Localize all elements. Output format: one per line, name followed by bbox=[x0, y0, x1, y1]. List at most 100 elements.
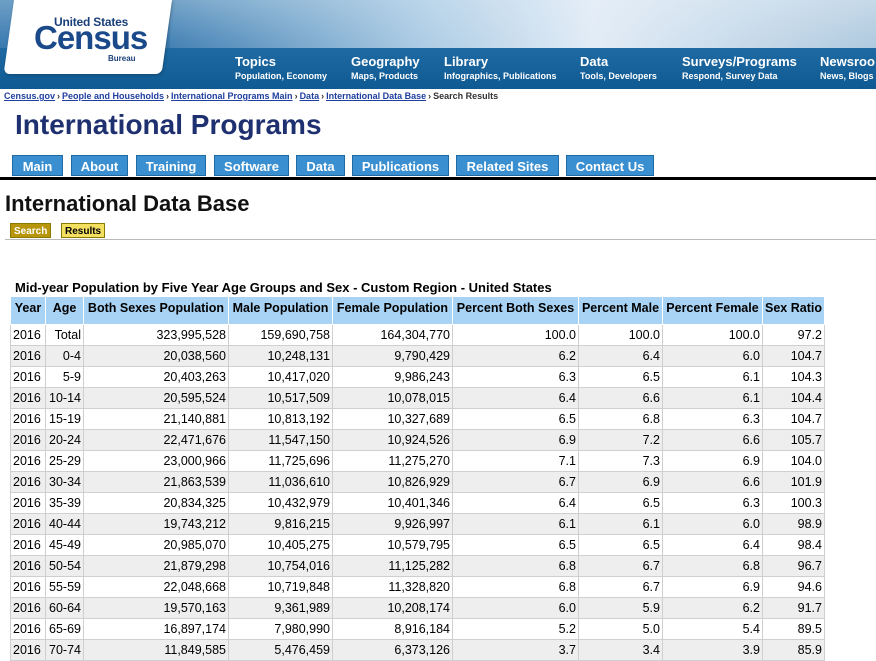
breadcrumb-census-link[interactable]: Census.gov bbox=[4, 91, 56, 101]
both-sexes-cell: 20,403,263 bbox=[83, 366, 229, 388]
male-cell: 10,417,020 bbox=[228, 366, 333, 388]
male-cell: 11,725,696 bbox=[228, 450, 333, 472]
column-header[interactable]: Year bbox=[10, 296, 46, 325]
table-row: 2016 35-39 20,834,325 10,432,979 10,401,346 6… bbox=[10, 492, 825, 514]
both-sexes-cell: 11,849,585 bbox=[83, 639, 229, 661]
tab-about[interactable]: About bbox=[71, 155, 128, 176]
tab-data[interactable]: Data bbox=[296, 155, 345, 176]
topnav-sub: Tools, Developers bbox=[580, 71, 657, 81]
table-row: 2016 50-54 21,879,298 10,754,016 11,125,282 6… bbox=[10, 555, 825, 577]
topnav-title: Newsroo bbox=[820, 54, 875, 69]
census-logo[interactable]: United States Census Bureau bbox=[30, 8, 160, 64]
topnav-title: Topics bbox=[235, 54, 276, 69]
age-cell: 60-64 bbox=[45, 597, 84, 619]
pct-male-cell: 6.7 bbox=[578, 576, 663, 598]
column-header[interactable]: Percent Both Sexes bbox=[452, 296, 579, 325]
both-sexes-cell: 20,834,325 bbox=[83, 492, 229, 514]
female-cell: 8,916,184 bbox=[332, 618, 453, 640]
sex-ratio-cell: 89.5 bbox=[762, 618, 825, 640]
topnav-sub: News, Blogs bbox=[820, 71, 874, 81]
age-cell: 70-74 bbox=[45, 639, 84, 661]
pct-female-cell: 6.3 bbox=[662, 492, 763, 514]
pct-female-cell: 6.0 bbox=[662, 513, 763, 535]
results-tab[interactable]: Results bbox=[61, 223, 105, 238]
age-cell: 10-14 bbox=[45, 387, 84, 409]
table-row: 2016 40-44 19,743,212 9,816,215 9,926,997 6.1… bbox=[10, 513, 825, 535]
column-header[interactable]: Percent Female bbox=[662, 296, 763, 325]
pct-female-cell: 6.2 bbox=[662, 597, 763, 619]
male-cell: 5,476,459 bbox=[228, 639, 333, 661]
topnav-geography[interactable]: Geography Maps, Products bbox=[351, 54, 420, 83]
age-cell: 35-39 bbox=[45, 492, 84, 514]
site-title: International Programs bbox=[15, 109, 322, 140]
pct-female-cell: 6.4 bbox=[662, 534, 763, 556]
age-cell: 40-44 bbox=[45, 513, 84, 535]
pct-female-cell: 6.6 bbox=[662, 429, 763, 451]
sex-ratio-cell: 105.7 bbox=[762, 429, 825, 451]
tab-publications[interactable]: Publications bbox=[352, 155, 449, 176]
table-row: 2016 45-49 20,985,070 10,405,275 10,579,795 6… bbox=[10, 534, 825, 556]
pct-female-cell: 6.9 bbox=[662, 450, 763, 472]
tab-training[interactable]: Training bbox=[136, 155, 206, 176]
column-header[interactable]: Female Population bbox=[332, 296, 453, 325]
column-header[interactable]: Both Sexes Population bbox=[83, 296, 229, 325]
breadcrumb-idb-link[interactable]: International Data Base bbox=[326, 91, 427, 101]
male-cell: 10,405,275 bbox=[228, 534, 333, 556]
topnav-surveys[interactable]: Surveys/Programs Respond, Survey Data bbox=[682, 54, 797, 83]
topnav-newsroom[interactable]: Newsroo News, Blogs bbox=[820, 54, 875, 83]
sex-ratio-cell: 85.9 bbox=[762, 639, 825, 661]
male-cell: 11,036,610 bbox=[228, 471, 333, 493]
pct-female-cell: 5.4 bbox=[662, 618, 763, 640]
pct-male-cell: 7.3 bbox=[578, 450, 663, 472]
column-header[interactable]: Percent Male bbox=[578, 296, 663, 325]
pct-both-cell: 6.4 bbox=[452, 387, 579, 409]
tab-contact-us[interactable]: Contact Us bbox=[566, 155, 654, 176]
breadcrumb-data-link[interactable]: Data bbox=[299, 91, 320, 101]
female-cell: 10,579,795 bbox=[332, 534, 453, 556]
breadcrumb-separator: › bbox=[428, 91, 432, 101]
table-row: 2016 5-9 20,403,263 10,417,020 9,986,243 6.3 6… bbox=[10, 366, 825, 388]
table-row: 2016 15-19 21,140,881 10,813,192 10,327,689 6… bbox=[10, 408, 825, 430]
sex-ratio-cell: 104.7 bbox=[762, 408, 825, 430]
column-header[interactable]: Sex Ratio bbox=[762, 296, 825, 325]
sex-ratio-cell: 98.4 bbox=[762, 534, 825, 556]
year-cell: 2016 bbox=[10, 534, 46, 556]
topnav-library[interactable]: Library Infographics, Publications bbox=[444, 54, 557, 83]
tab-main[interactable]: Main bbox=[12, 155, 63, 176]
site-header: United States Census Bureau Topics Popul… bbox=[0, 0, 876, 89]
sex-ratio-cell: 104.3 bbox=[762, 366, 825, 388]
male-cell: 10,719,848 bbox=[228, 576, 333, 598]
pct-female-cell: 6.0 bbox=[662, 345, 763, 367]
column-header[interactable]: Male Population bbox=[228, 296, 333, 325]
topnav-data[interactable]: Data Tools, Developers bbox=[580, 54, 657, 83]
topnav-title: Surveys/Programs bbox=[682, 54, 797, 69]
topnav-topics[interactable]: Topics Population, Economy bbox=[235, 54, 327, 83]
tab-software[interactable]: Software bbox=[214, 155, 289, 176]
breadcrumb-people-link[interactable]: People and Households bbox=[62, 91, 165, 101]
pct-female-cell: 6.9 bbox=[662, 576, 763, 598]
column-header[interactable]: Age bbox=[45, 296, 84, 325]
logo-line2: Census bbox=[34, 19, 148, 56]
breadcrumb-separator: › bbox=[321, 91, 325, 101]
female-cell: 9,986,243 bbox=[332, 366, 453, 388]
both-sexes-cell: 19,743,212 bbox=[83, 513, 229, 535]
pct-female-cell: 6.3 bbox=[662, 408, 763, 430]
tab-related-sites[interactable]: Related Sites bbox=[456, 155, 559, 176]
pct-both-cell: 100.0 bbox=[452, 324, 579, 346]
both-sexes-cell: 21,863,539 bbox=[83, 471, 229, 493]
table-caption: Mid-year Population by Five Year Age Gro… bbox=[15, 280, 552, 295]
male-cell: 10,432,979 bbox=[228, 492, 333, 514]
male-cell: 10,813,192 bbox=[228, 408, 333, 430]
topnav-title: Library bbox=[444, 54, 489, 69]
year-cell: 2016 bbox=[10, 429, 46, 451]
male-cell: 9,361,989 bbox=[228, 597, 333, 619]
search-tab[interactable]: Search bbox=[10, 223, 51, 238]
female-cell: 11,328,820 bbox=[332, 576, 453, 598]
breadcrumb-ipm-link[interactable]: International Programs Main bbox=[171, 91, 293, 101]
sex-ratio-cell: 101.9 bbox=[762, 471, 825, 493]
female-cell: 6,373,126 bbox=[332, 639, 453, 661]
population-table: Year Age Both Sexes Population Male Popu… bbox=[10, 296, 825, 661]
female-cell: 10,078,015 bbox=[332, 387, 453, 409]
pct-male-cell: 5.0 bbox=[578, 618, 663, 640]
female-cell: 11,125,282 bbox=[332, 555, 453, 577]
